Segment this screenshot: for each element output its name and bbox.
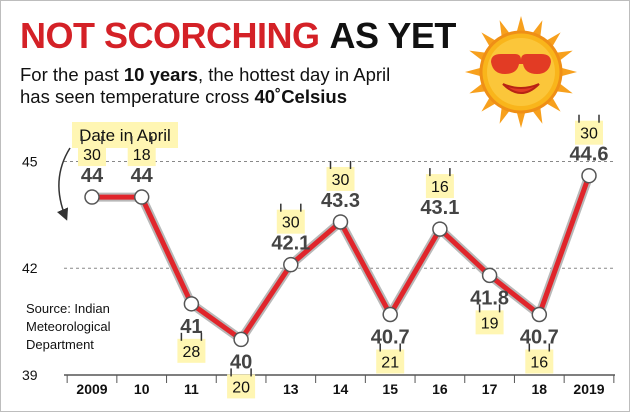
x-axis: 20091011121314151617182019 bbox=[64, 374, 615, 397]
date-label-box bbox=[127, 142, 156, 167]
date-label-box bbox=[475, 310, 504, 335]
title-black-part: AS YET bbox=[329, 15, 457, 56]
date-label-box bbox=[425, 174, 454, 199]
value-label: 43.1 bbox=[420, 197, 459, 219]
grid-lines bbox=[64, 160, 615, 269]
date-label-text: 30 bbox=[282, 215, 300, 232]
value-label: 44 bbox=[81, 165, 104, 187]
value-label: 41 bbox=[180, 316, 202, 338]
y-tick-label: 39 bbox=[22, 367, 38, 383]
x-tick-label: 17 bbox=[482, 381, 498, 397]
date-label: 19 bbox=[475, 304, 504, 335]
x-tick-label: 2009 bbox=[76, 381, 107, 397]
x-tick-label: 10 bbox=[134, 381, 150, 397]
date-label-text: 28 bbox=[183, 344, 201, 361]
chart-subtitle: For the past 10 years, the hottest day i… bbox=[20, 64, 390, 108]
y-axis: 39 42 45 bbox=[22, 153, 38, 383]
date-label-text: 30 bbox=[83, 147, 101, 164]
chart-frame bbox=[0, 0, 630, 412]
data-points bbox=[84, 167, 597, 348]
date-label-box bbox=[575, 120, 603, 145]
subtitle-line2-bold: 40˚Celsius bbox=[254, 86, 347, 107]
value-label: 44 bbox=[131, 165, 154, 187]
y-tick-label: 42 bbox=[22, 260, 38, 276]
value-label: 40 bbox=[230, 351, 252, 373]
data-point bbox=[133, 189, 150, 205]
chart-title: NOT SCORCHING AS YET bbox=[20, 16, 456, 56]
date-label: 18 bbox=[127, 136, 156, 167]
date-label-text: 30 bbox=[580, 126, 598, 143]
date-label-text: 18 bbox=[133, 147, 151, 164]
data-point bbox=[84, 189, 100, 205]
value-label: 42.1 bbox=[271, 233, 310, 255]
date-legend-arrow bbox=[56, 147, 71, 221]
date-label: 30 bbox=[575, 114, 603, 145]
sun-ray bbox=[465, 67, 484, 77]
title-red-part: NOT SCORCHING bbox=[20, 15, 320, 56]
subtitle-line1-suffix: , the hottest day in April bbox=[197, 64, 391, 85]
date-label-box bbox=[525, 349, 554, 374]
date-label: 16 bbox=[525, 343, 554, 374]
sun-ray bbox=[516, 16, 526, 35]
sun-ray bbox=[516, 109, 526, 128]
date-label: 16 bbox=[425, 168, 454, 199]
value-label: 44.6 bbox=[570, 144, 609, 166]
date-label: 21 bbox=[376, 343, 405, 374]
sun-ray bbox=[558, 67, 577, 77]
source-note: Source: Indian Meteorological Department bbox=[26, 301, 111, 352]
subtitle-line2-prefix: has seen temperature cross bbox=[20, 86, 255, 107]
data-point bbox=[481, 267, 498, 284]
date-label-text: 30 bbox=[332, 172, 350, 189]
source-line-1: Source: Indian bbox=[26, 301, 110, 316]
data-point bbox=[432, 221, 448, 237]
data-point bbox=[531, 306, 548, 323]
date-label: 30 bbox=[78, 136, 106, 167]
x-tick-label: 14 bbox=[333, 381, 349, 397]
subtitle-line1-prefix: For the past bbox=[20, 64, 124, 85]
value-label: 41.8 bbox=[470, 287, 509, 309]
date-label: 30 bbox=[326, 160, 355, 191]
source-line-2: Meteorological bbox=[26, 319, 111, 334]
x-tick-label: 18 bbox=[532, 381, 548, 397]
date-label-box bbox=[276, 209, 305, 234]
date-label: 28 bbox=[177, 332, 206, 363]
x-tick-label: 2019 bbox=[573, 381, 604, 397]
date-label: 30 bbox=[276, 203, 305, 234]
x-tick-label: 15 bbox=[382, 381, 398, 397]
date-label-text: 16 bbox=[530, 355, 548, 372]
data-point bbox=[382, 306, 398, 323]
data-point bbox=[183, 296, 200, 312]
x-tick-label: 16 bbox=[432, 381, 448, 397]
value-label: 40.7 bbox=[520, 327, 559, 349]
date-label-text: 21 bbox=[381, 355, 399, 372]
data-point bbox=[332, 214, 349, 230]
date-label-box bbox=[177, 338, 206, 363]
x-tick-label: 13 bbox=[283, 381, 299, 397]
x-tick-label: 11 bbox=[184, 381, 199, 397]
date-label-text: 16 bbox=[431, 179, 449, 196]
date-label-box bbox=[227, 374, 256, 399]
date-label-box bbox=[376, 349, 405, 374]
date-label-box bbox=[326, 166, 355, 191]
value-label: 40.7 bbox=[371, 327, 410, 349]
data-point bbox=[581, 167, 597, 184]
date-legend: Date in April bbox=[56, 122, 178, 221]
subtitle-line1-bold: 10 years bbox=[123, 64, 198, 85]
data-point bbox=[233, 331, 249, 348]
y-tick-label: 45 bbox=[22, 153, 38, 169]
source-line-3: Department bbox=[26, 337, 94, 352]
data-point bbox=[283, 256, 299, 273]
date-label-text: 20 bbox=[232, 379, 250, 396]
date-label-box bbox=[78, 142, 106, 167]
value-label: 43.3 bbox=[321, 190, 360, 212]
date-label-text: 19 bbox=[481, 315, 499, 332]
sun-with-sunglasses-icon bbox=[465, 16, 577, 128]
date-label: 20 bbox=[227, 368, 256, 399]
